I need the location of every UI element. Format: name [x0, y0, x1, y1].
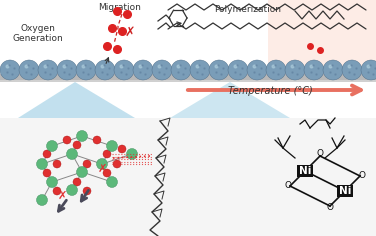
Circle shape: [83, 160, 91, 168]
Circle shape: [0, 60, 20, 80]
Circle shape: [106, 140, 117, 152]
Circle shape: [103, 169, 111, 177]
Circle shape: [171, 60, 191, 80]
Circle shape: [53, 187, 61, 195]
Text: ✗: ✗: [57, 191, 67, 201]
Text: Polymerization: Polymerization: [214, 5, 282, 14]
Circle shape: [73, 178, 81, 186]
Circle shape: [73, 141, 81, 149]
Circle shape: [103, 150, 111, 158]
Circle shape: [114, 60, 134, 80]
Circle shape: [47, 177, 58, 187]
Circle shape: [97, 159, 108, 169]
Circle shape: [209, 60, 229, 80]
Circle shape: [152, 60, 172, 80]
Circle shape: [83, 187, 91, 195]
Circle shape: [76, 131, 88, 142]
Circle shape: [43, 169, 51, 177]
Circle shape: [342, 60, 362, 80]
Circle shape: [53, 160, 61, 168]
Circle shape: [47, 140, 58, 152]
Text: Ni: Ni: [339, 186, 351, 196]
Circle shape: [63, 136, 71, 144]
Circle shape: [323, 60, 343, 80]
Bar: [268, 0, 376, 81]
Polygon shape: [170, 82, 290, 118]
Circle shape: [247, 60, 267, 80]
Bar: [0, 118, 376, 236]
Circle shape: [133, 60, 153, 80]
Polygon shape: [18, 82, 135, 118]
Circle shape: [106, 177, 117, 187]
Circle shape: [43, 150, 51, 158]
Circle shape: [76, 60, 96, 80]
Text: ✗: ✗: [97, 164, 107, 174]
Bar: [0, 74, 376, 82]
Circle shape: [126, 148, 138, 160]
Circle shape: [285, 60, 305, 80]
Text: Oxygen
Generation: Oxygen Generation: [13, 24, 64, 43]
Circle shape: [36, 194, 47, 206]
Bar: [0, 80, 376, 82]
Text: ✗: ✗: [125, 25, 135, 38]
Circle shape: [38, 60, 58, 80]
Circle shape: [67, 185, 77, 195]
Text: O: O: [358, 172, 365, 181]
Circle shape: [361, 60, 376, 80]
Circle shape: [304, 60, 324, 80]
Text: O: O: [285, 181, 291, 190]
Circle shape: [76, 167, 88, 177]
Circle shape: [113, 160, 121, 168]
Circle shape: [266, 60, 286, 80]
Circle shape: [95, 60, 115, 80]
Text: Migration: Migration: [99, 3, 141, 12]
Text: O: O: [317, 149, 323, 159]
Circle shape: [190, 60, 210, 80]
Bar: [0, 0, 376, 118]
Circle shape: [36, 159, 47, 169]
Circle shape: [228, 60, 248, 80]
Text: Temperature (°C): Temperature (°C): [227, 86, 312, 96]
Circle shape: [118, 145, 126, 153]
Circle shape: [67, 148, 77, 160]
Text: O: O: [326, 203, 334, 212]
Text: Ni: Ni: [299, 166, 311, 176]
Circle shape: [19, 60, 39, 80]
Circle shape: [57, 60, 77, 80]
Circle shape: [93, 136, 101, 144]
